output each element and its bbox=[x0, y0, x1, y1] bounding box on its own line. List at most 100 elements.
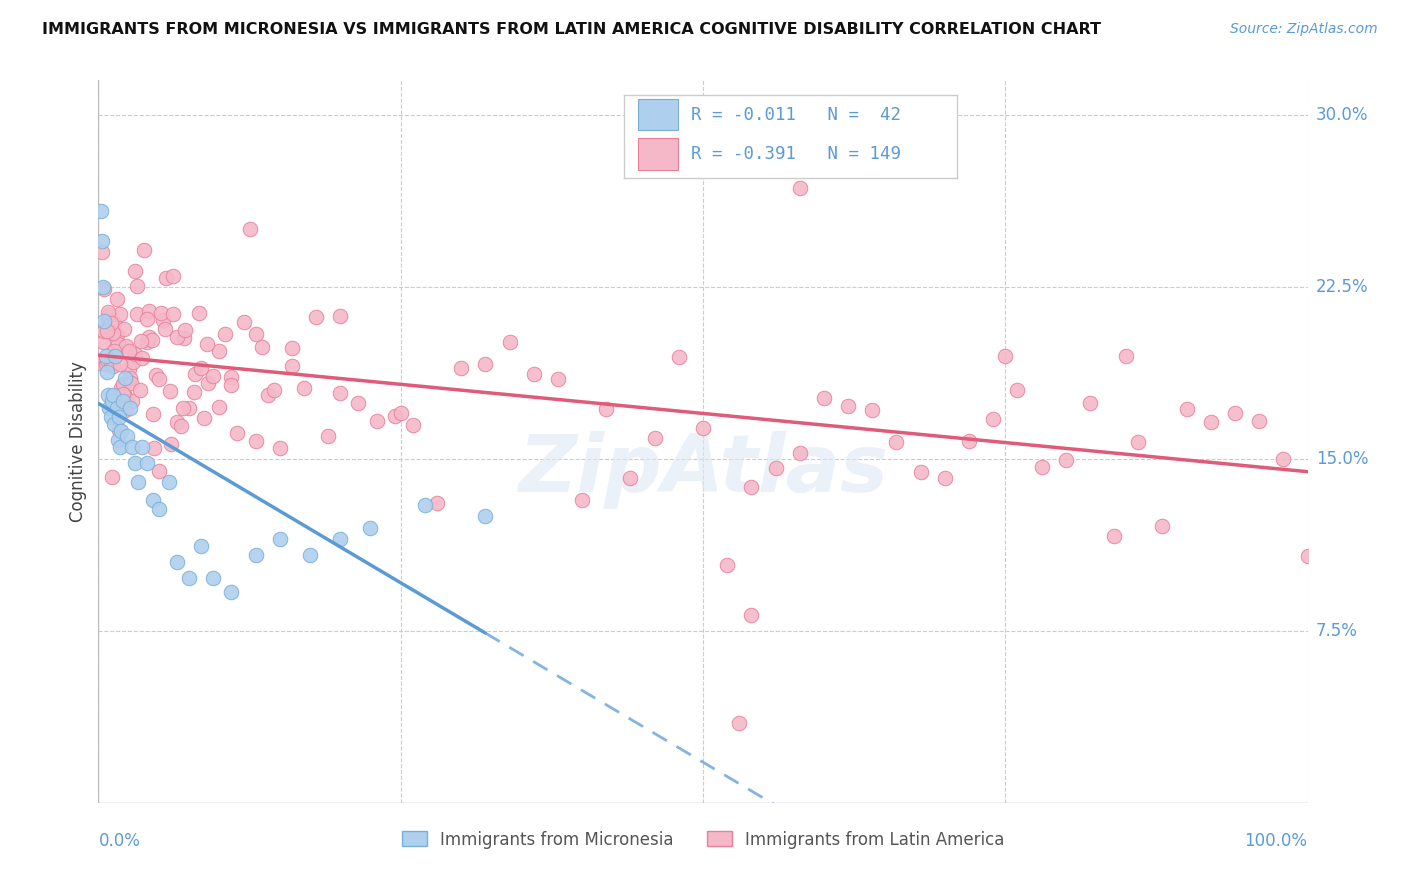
Point bbox=[124, 456, 146, 470]
Point bbox=[145, 368, 167, 382]
Point bbox=[498, 334, 520, 349]
Point bbox=[329, 532, 352, 546]
Point bbox=[108, 424, 131, 438]
Point bbox=[221, 584, 243, 599]
Point bbox=[692, 421, 714, 435]
Point bbox=[100, 410, 122, 425]
Point bbox=[292, 381, 315, 395]
Point bbox=[98, 308, 121, 322]
Point bbox=[112, 322, 135, 336]
Point bbox=[127, 279, 149, 293]
Point bbox=[523, 367, 546, 381]
Point bbox=[142, 407, 165, 421]
Point bbox=[934, 158, 956, 172]
Point bbox=[789, 446, 811, 460]
Point bbox=[94, 357, 117, 371]
Point bbox=[90, 356, 112, 370]
Point bbox=[135, 334, 157, 349]
Point bbox=[111, 394, 134, 409]
Point bbox=[107, 337, 129, 351]
Point bbox=[190, 361, 212, 376]
Point bbox=[740, 607, 762, 622]
Point bbox=[104, 350, 127, 364]
Point bbox=[1223, 406, 1246, 420]
Text: 30.0%: 30.0% bbox=[1316, 105, 1368, 124]
Point bbox=[103, 343, 125, 358]
Point bbox=[91, 234, 114, 248]
Point bbox=[118, 361, 141, 376]
Point bbox=[184, 367, 207, 381]
Point bbox=[389, 406, 412, 420]
Point bbox=[159, 384, 181, 398]
Text: ZipAtlas: ZipAtlas bbox=[517, 432, 889, 509]
Point bbox=[728, 715, 751, 730]
Point bbox=[305, 310, 328, 325]
Point bbox=[94, 349, 117, 363]
Point bbox=[110, 381, 132, 395]
Point bbox=[111, 386, 134, 401]
Point bbox=[120, 376, 142, 390]
Text: 22.5%: 22.5% bbox=[1316, 277, 1368, 296]
Point bbox=[129, 334, 152, 348]
Point bbox=[108, 357, 131, 371]
Point bbox=[474, 509, 496, 524]
Point bbox=[245, 434, 267, 449]
Point bbox=[93, 324, 115, 338]
Point bbox=[329, 310, 352, 324]
Point bbox=[105, 327, 128, 342]
Point bbox=[157, 475, 180, 489]
Point bbox=[121, 393, 143, 408]
Point bbox=[450, 361, 472, 376]
Point bbox=[124, 264, 146, 278]
Point bbox=[174, 323, 197, 337]
Point bbox=[765, 460, 787, 475]
Point bbox=[127, 307, 149, 321]
Point bbox=[1272, 452, 1295, 467]
Point bbox=[221, 378, 243, 392]
Point bbox=[179, 571, 201, 585]
Point bbox=[716, 558, 738, 572]
Point bbox=[1054, 453, 1077, 467]
Point bbox=[256, 388, 278, 402]
Point bbox=[644, 431, 666, 445]
Point bbox=[104, 349, 127, 363]
Point bbox=[202, 571, 225, 585]
Point bbox=[91, 245, 114, 260]
Point bbox=[131, 351, 153, 366]
Point bbox=[148, 372, 170, 386]
Point bbox=[169, 418, 191, 433]
Point bbox=[789, 181, 811, 195]
Point bbox=[360, 520, 382, 534]
Point bbox=[837, 399, 859, 413]
Point bbox=[100, 469, 122, 483]
Point bbox=[108, 307, 131, 321]
Point bbox=[100, 356, 122, 370]
Point bbox=[118, 401, 141, 416]
Point bbox=[190, 539, 212, 553]
Point bbox=[619, 471, 641, 485]
Point bbox=[269, 532, 291, 546]
Legend: Immigrants from Micronesia, Immigrants from Latin America: Immigrants from Micronesia, Immigrants f… bbox=[402, 830, 1004, 848]
Point bbox=[239, 222, 262, 236]
Point bbox=[813, 391, 835, 405]
Point bbox=[96, 365, 118, 379]
Text: Source: ZipAtlas.com: Source: ZipAtlas.com bbox=[1230, 22, 1378, 37]
Point bbox=[97, 311, 120, 326]
Point bbox=[281, 359, 304, 373]
Point bbox=[153, 322, 176, 336]
Point bbox=[105, 401, 128, 416]
Point bbox=[103, 417, 125, 432]
Point bbox=[138, 330, 160, 344]
Point bbox=[117, 429, 139, 443]
Point bbox=[160, 437, 183, 451]
Point bbox=[226, 426, 249, 441]
Point bbox=[910, 465, 932, 479]
Point bbox=[166, 555, 188, 569]
Point bbox=[127, 475, 149, 489]
Point bbox=[138, 303, 160, 318]
Point bbox=[299, 548, 322, 562]
Point bbox=[131, 440, 153, 454]
Point bbox=[1128, 435, 1150, 450]
Point bbox=[208, 344, 231, 359]
Text: 7.5%: 7.5% bbox=[1316, 622, 1358, 640]
